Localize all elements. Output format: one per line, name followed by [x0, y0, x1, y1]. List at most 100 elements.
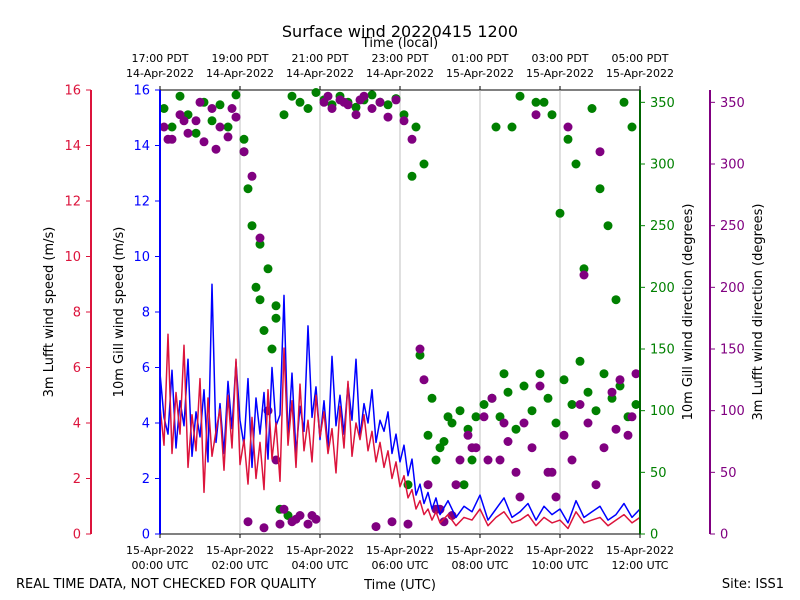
10m-gill-wind-direction-degrees-point	[443, 412, 453, 422]
3m-lufft-wind-direction-degrees-point	[191, 116, 201, 126]
axes-ticks: 15-Apr-2022 00:00 UTC 15-Apr-2022 02:00 UTC…	[64, 52, 744, 572]
3m-lufft-wind-direction-degrees-point	[455, 455, 465, 465]
3m-lufft-wind-direction-degrees-point	[527, 443, 537, 453]
3m-lufft-wind-direction-degrees-point	[451, 480, 461, 490]
3m-lufft-wind-direction-degrees-point	[375, 97, 385, 107]
lufft-speed-tick-label: 12	[64, 195, 81, 210]
lufft-direction-tick-label: 150	[720, 343, 745, 358]
lufft-speed-tick-label: 16	[64, 84, 81, 99]
quality-disclaimer: REAL TIME DATA, NOT CHECKED FOR QUALITY	[16, 577, 316, 592]
10m-gill-wind-direction-degrees-point	[351, 102, 361, 112]
3m-lufft-wind-direction-degrees-point	[163, 134, 173, 144]
3m-lufft-wind-direction-degrees-point	[211, 144, 221, 154]
10m-gill-wind-direction-degrees-point	[311, 88, 321, 97]
10m-gill-wind-direction-degrees-point	[571, 159, 581, 169]
3m-lufft-wind-direction-degrees-point	[183, 128, 193, 138]
3m-lufft-wind-direction-degrees-point	[591, 480, 601, 490]
gill-direction-tick-label: 350	[650, 96, 675, 111]
3m-lufft-wind-direction-degrees-point	[607, 387, 617, 397]
10m-gill-wind-direction-degrees-point	[535, 369, 545, 379]
10m-gill-wind-direction-degrees-point	[215, 100, 225, 110]
10m-gill-wind-direction-degrees-point	[559, 375, 569, 385]
3m-lufft-wind-direction-degrees-point	[207, 104, 217, 113]
10m-gill-wind-direction-degrees-point	[427, 393, 437, 403]
3m-lufft-wind-direction-degrees-point	[611, 424, 621, 434]
lufft-direction-tick-label: 250	[720, 219, 745, 234]
gill-direction-tick-label: 100	[650, 404, 675, 419]
10m-gill-wind-direction-degrees-point	[499, 369, 509, 379]
gill-direction-tick-label: 50	[650, 466, 667, 481]
10m-gill-wind-direction-degrees-point	[459, 480, 469, 490]
10m-gill-wind-direction-degrees-point	[503, 387, 513, 397]
10m-gill-wind-direction-degrees-point	[239, 134, 249, 144]
10m-gill-wind-direction-degrees-point	[191, 128, 201, 138]
bottom-tick-date: 15-Apr-2022	[446, 544, 514, 557]
gill-speed-tick-label: 8	[142, 306, 150, 321]
3m-lufft-wind-direction-degrees-point	[323, 91, 333, 101]
gill-direction-tick-label: 250	[650, 219, 675, 234]
bottom-tick-time: 00:00 UTC	[131, 559, 188, 572]
3m-lufft-wind-direction-degrees-point	[367, 104, 377, 113]
3m-lufft-wind-direction-degrees-point	[371, 522, 381, 532]
top-tick-date: 15-Apr-2022	[446, 67, 514, 80]
lufft-direction-tick-label: 50	[720, 466, 737, 481]
3m-lufft-wind-direction-degrees-point	[439, 517, 449, 527]
gill-speed-tick-label: 2	[142, 472, 150, 487]
3m-lufft-wind-direction-degrees-point	[583, 418, 593, 428]
3m-lufft-wind-direction-degrees-point	[487, 393, 497, 403]
3m-lufft-wind-direction-degrees-point	[463, 430, 473, 440]
3m-lufft-wind-direction-degrees-point	[423, 480, 433, 490]
3m-lufft-wind-direction-degrees-point	[199, 137, 209, 147]
10m-gill-wind-direction-degrees-point	[435, 443, 445, 453]
10m-gill-wind-direction-degrees-point	[419, 159, 429, 169]
top-tick-date: 14-Apr-2022	[126, 67, 194, 80]
top-tick-time: 21:00 PDT	[291, 52, 348, 65]
3m-lufft-wind-direction-degrees-point	[563, 122, 573, 132]
series-layer	[159, 88, 641, 533]
3m-lufft-wind-direction-degrees-point	[391, 95, 401, 105]
10m-gill-wind-direction-degrees-point	[455, 406, 465, 416]
gill-speed-tick-label: 0	[142, 528, 150, 543]
3m-lufft-wind-direction-degrees-point	[351, 110, 361, 120]
10m-gill-wind-direction-degrees-point	[175, 91, 185, 101]
3m-lufft-wind-direction-degrees-point	[627, 412, 637, 422]
10m-gill-wind-direction-degrees-point	[415, 350, 425, 360]
10m-gill-wind-direction-degrees-point	[471, 412, 481, 422]
10m-gill-wind-direction-degrees-point	[303, 104, 313, 113]
top-tick-time: 17:00 PDT	[131, 52, 188, 65]
10m-gill-wind-direction-degrees-point	[271, 313, 281, 323]
3m-lufft-wind-direction-degrees-point	[595, 147, 605, 157]
10m-gill-wind-direction-degrees-point	[599, 369, 609, 379]
10m-gill-wind-direction-degrees-point	[515, 91, 525, 101]
3m-lufft-wind-direction-degrees-point	[291, 514, 301, 524]
10m-gill-wind-direction-degrees-point	[287, 91, 297, 101]
10m-gill-wind-direction-degrees-point	[243, 184, 253, 194]
10m-gill-wind-direction-degrees-point	[507, 122, 517, 132]
3m-lufft-wind-direction-degrees-point	[599, 443, 609, 453]
3m-lufft-wind-direction-degrees-point	[515, 492, 525, 502]
10m-gill-wind-direction-degrees-point	[539, 97, 549, 107]
10m-gill-wind-direction-degrees-point	[583, 387, 593, 397]
3m-lufft-wind-direction-degrees-point	[511, 467, 521, 477]
3m-lufft-wind-speed-m-s-line	[159, 333, 641, 530]
10m-gill-wind-direction-degrees-point	[519, 381, 529, 391]
gill-direction-tick-label: 200	[650, 281, 675, 296]
3m-lufft-wind-direction-degrees-point	[547, 467, 557, 477]
top-tick-time: 05:00 PDT	[611, 52, 668, 65]
10m-gill-wind-direction-degrees-point	[603, 221, 613, 231]
3m-lufft-wind-direction-degrees-point	[215, 122, 225, 132]
10m-gill-wind-direction-degrees-point	[159, 104, 169, 113]
10m-gill-wind-direction-degrees-point	[251, 282, 261, 292]
gill-speed-tick-label: 12	[133, 195, 150, 210]
10m-gill-wind-direction-degrees-point	[223, 122, 233, 132]
3m-lufft-wind-direction-degrees-point	[247, 171, 257, 181]
chart-title: Surface wind 20220415 1200	[282, 22, 518, 41]
lufft-speed-axis-label: 3m Lufft wind speed (m/s)	[42, 227, 57, 398]
10m-gill-wind-direction-degrees-point	[551, 418, 561, 428]
3m-lufft-wind-direction-degrees-point	[279, 504, 289, 514]
3m-lufft-wind-direction-degrees-point	[275, 519, 285, 529]
10m-gill-wind-direction-degrees-point	[611, 295, 621, 305]
10m-gill-wind-direction-degrees-point	[511, 424, 521, 434]
3m-lufft-wind-direction-degrees-point	[407, 134, 417, 144]
